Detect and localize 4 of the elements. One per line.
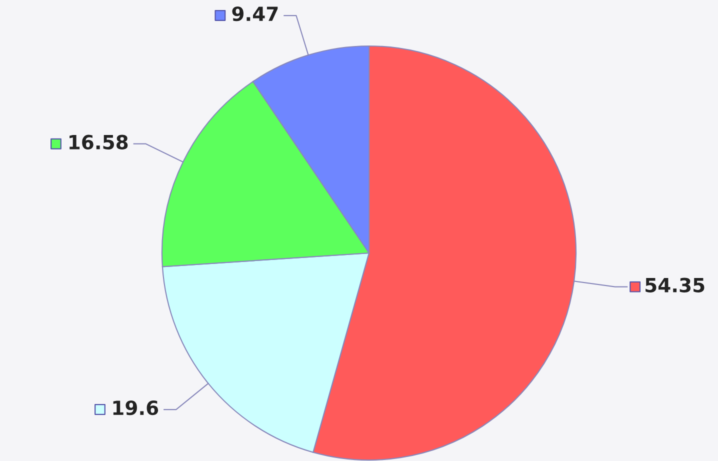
data-label: 9.47 (232, 6, 278, 22)
data-label: 19.6 (113, 400, 158, 416)
data-label: 54.35 (646, 278, 704, 292)
data-label: 16.58 (70, 134, 128, 150)
